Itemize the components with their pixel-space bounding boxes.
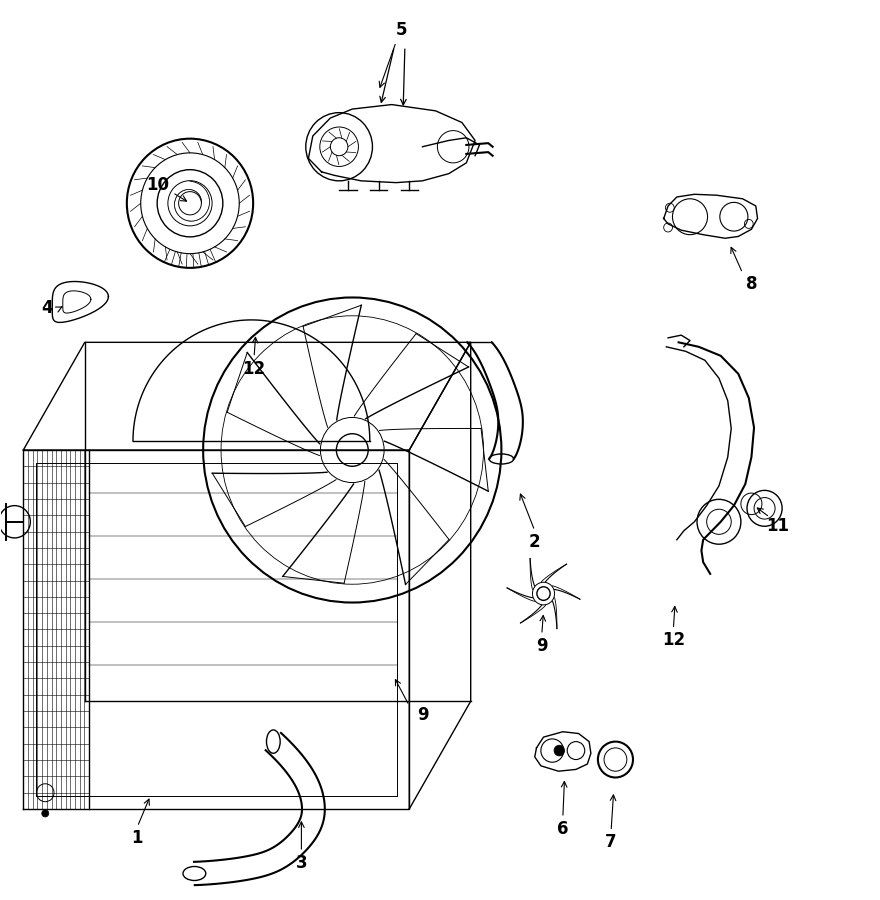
Text: 8: 8 bbox=[745, 275, 757, 293]
Circle shape bbox=[554, 745, 565, 756]
Text: 9: 9 bbox=[536, 636, 547, 654]
Circle shape bbox=[41, 810, 48, 817]
Text: 7: 7 bbox=[605, 833, 617, 851]
Text: 10: 10 bbox=[146, 176, 169, 194]
Text: 2: 2 bbox=[529, 533, 540, 551]
Text: 11: 11 bbox=[766, 518, 789, 536]
Text: 6: 6 bbox=[557, 820, 568, 838]
Text: 5: 5 bbox=[396, 21, 407, 39]
Text: 1: 1 bbox=[132, 829, 143, 847]
Text: 12: 12 bbox=[243, 360, 266, 378]
Text: 4: 4 bbox=[41, 299, 53, 317]
Text: 9: 9 bbox=[416, 706, 429, 724]
Text: 3: 3 bbox=[296, 854, 307, 872]
Text: 12: 12 bbox=[662, 631, 685, 649]
